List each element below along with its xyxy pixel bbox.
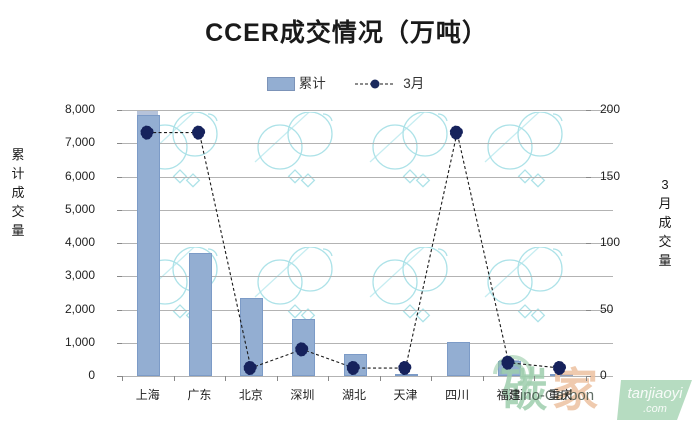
svg-text:.com: .com xyxy=(643,403,667,415)
svg-text:tanjiaoyi: tanjiaoyi xyxy=(627,385,683,402)
